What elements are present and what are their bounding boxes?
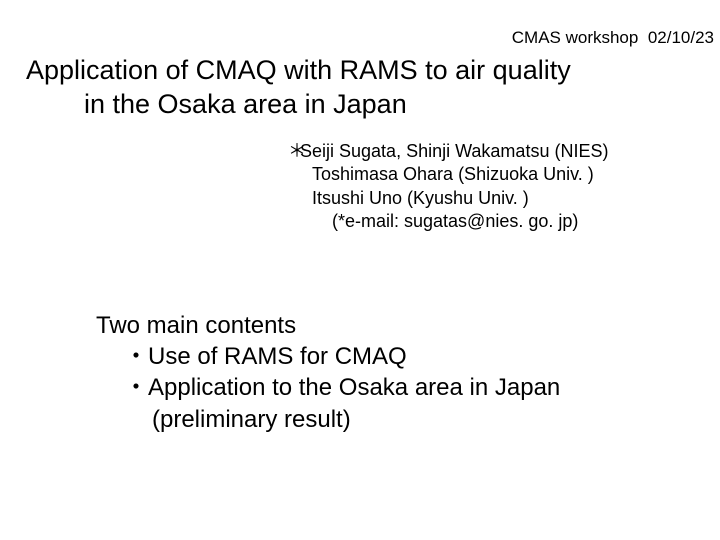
author-line-2: Toshimasa Ohara (Shizuoka Univ. ) <box>300 163 608 186</box>
contents-item-2: ・Application to the Osaka area in Japan <box>96 372 560 403</box>
authors: ＊Seiji Sugata, Shinji Wakamatsu (NIES) T… <box>300 140 608 234</box>
bullet-icon: ・ <box>124 343 148 370</box>
workshop-date: 02/10/23 <box>648 28 714 47</box>
contents-heading: Two main contents <box>96 310 560 341</box>
contents: Two main contents ・Use of RAMS for CMAQ … <box>96 310 560 435</box>
title-line-2: in the Osaka area in Japan <box>26 88 700 122</box>
contents-item-2-sub: (preliminary result) <box>96 404 560 435</box>
author-email: (*e-mail: sugatas@nies. go. jp) <box>300 210 608 233</box>
title-line-1: Application of CMAQ with RAMS to air qua… <box>26 54 700 88</box>
title: Application of CMAQ with RAMS to air qua… <box>26 54 700 122</box>
slide: CMAS workshop 02/10/23 Application of CM… <box>0 0 720 540</box>
author-line-1: ＊Seiji Sugata, Shinji Wakamatsu (NIES) <box>300 140 608 163</box>
asterisk-icon: ＊ <box>288 140 300 163</box>
bullet-icon: ・ <box>124 374 148 401</box>
contents-item-1: ・Use of RAMS for CMAQ <box>96 341 560 372</box>
author-line-3: Itsushi Uno (Kyushu Univ. ) <box>300 187 608 210</box>
workshop-name: CMAS workshop <box>512 28 639 47</box>
